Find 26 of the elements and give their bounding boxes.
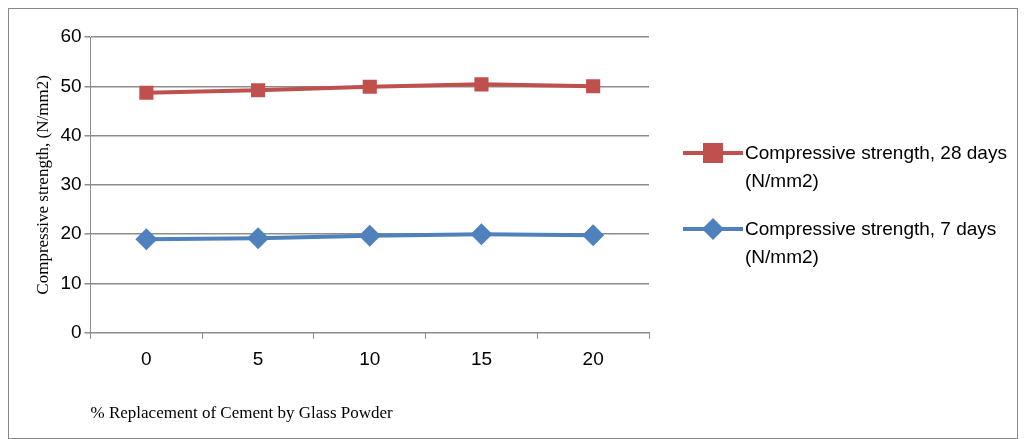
y-tick-label: 30 — [60, 173, 82, 195]
point — [362, 79, 377, 94]
y-tick-label: 60 — [60, 25, 82, 47]
y-tick-label: 40 — [60, 123, 82, 145]
legend-label: Compressive strength, 7 days (N/mm2) — [745, 217, 998, 269]
point — [247, 227, 270, 250]
y-tick-label: 50 — [60, 74, 82, 96]
x-tick-label: 10 — [359, 348, 381, 370]
point — [582, 224, 605, 247]
x-tick-label: 20 — [582, 348, 604, 370]
point — [358, 224, 381, 247]
point — [139, 85, 154, 100]
x-tick-label: 5 — [252, 348, 264, 370]
y-tick-label: 20 — [60, 222, 82, 244]
x-axis-title: % Replacement of Cement by Glass Powder — [90, 403, 394, 423]
point — [470, 223, 493, 246]
point — [474, 77, 489, 92]
y-tick-label: 0 — [70, 321, 82, 343]
y-axis-title: Compressive strength, (N/mm2) — [32, 75, 52, 295]
legend-label: Compressive strength, 28 days (N/mm2) — [745, 141, 1008, 193]
point — [251, 83, 266, 98]
point — [586, 79, 601, 94]
x-tick-label: 15 — [470, 348, 493, 370]
x-tick-label: 0 — [141, 348, 152, 370]
y-tick-label: 10 — [60, 271, 82, 293]
point — [135, 228, 158, 251]
